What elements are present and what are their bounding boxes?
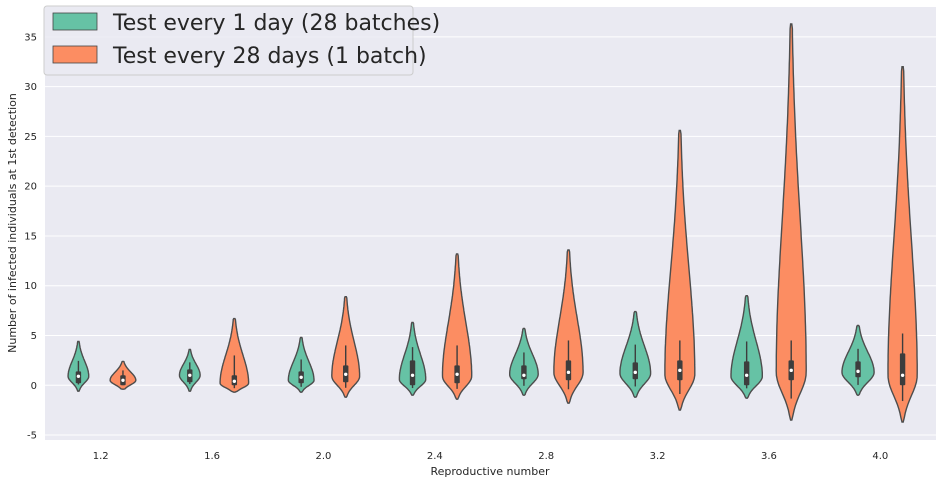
violin-28day-1.2 — [109, 360, 137, 390]
x-tick-label: 4.0 — [872, 451, 888, 462]
legend: Test every 1 day (28 batches) Test every… — [43, 5, 440, 76]
legend-label-daily: Test every 1 day (28 batches) — [112, 11, 440, 36]
violin-daily-3.6 — [730, 295, 763, 399]
legend-swatch-28day — [52, 45, 98, 64]
x-tick-label: 1.6 — [204, 451, 220, 462]
x-tick-label: 2.0 — [315, 451, 331, 462]
violin-median — [633, 370, 637, 375]
x-tick-label: 2.4 — [427, 451, 443, 462]
violin-body — [664, 129, 696, 411]
y-tick-label: 5 — [31, 331, 37, 342]
x-tick-label: 2.8 — [538, 451, 554, 462]
y-tick-label: 10 — [24, 281, 37, 292]
violin-daily-4.0 — [841, 324, 875, 396]
violin-daily-2.4 — [398, 321, 427, 396]
legend-swatch-daily — [52, 12, 98, 31]
violin-daily-2.8 — [509, 327, 539, 396]
y-tick-label: 15 — [24, 231, 37, 242]
violin-daily-1.2 — [67, 340, 90, 392]
legend-box — [43, 5, 414, 76]
violin-median — [232, 379, 237, 383]
y-tick-label: 0 — [31, 381, 37, 392]
x-tick-label: 3.6 — [761, 451, 777, 462]
violin-iqr-box — [743, 361, 750, 386]
violin-median — [522, 373, 526, 377]
violin-median — [188, 373, 192, 377]
violin-28day-1.6 — [219, 317, 250, 393]
violin-28day-3.6 — [775, 23, 807, 421]
violin-28day-2.8 — [553, 249, 584, 404]
violin-median — [455, 372, 459, 377]
violin-median — [566, 370, 571, 375]
violin-daily-2.0 — [287, 336, 315, 393]
x-tick-labels: 1.2 1.6 2.0 2.4 2.8 3.2 3.6 4.0 — [93, 451, 889, 462]
x-axis-label: Reproductive number — [431, 465, 550, 478]
violin-28day-2.0 — [331, 296, 361, 398]
violin-body — [553, 249, 584, 404]
y-tick-label: 20 — [24, 182, 37, 193]
x-tick-label: 1.2 — [93, 451, 109, 462]
violin-28day-3.2 — [664, 129, 696, 411]
violin-iqr-box — [565, 360, 572, 381]
violin-body — [219, 317, 250, 393]
violin-median — [76, 374, 81, 378]
violin-28day-2.4 — [441, 253, 473, 400]
y-axis-label: Number of infected individuals at 1st de… — [6, 93, 19, 353]
violin-groups — [67, 23, 918, 423]
violin-body — [887, 66, 918, 423]
violin-median — [856, 369, 860, 374]
violin-iqr-box — [409, 360, 416, 386]
violin-body — [775, 23, 807, 421]
y-tick-label: 25 — [24, 132, 37, 143]
violin-median — [678, 368, 682, 373]
violin-median — [744, 373, 749, 377]
violin-iqr-box — [855, 361, 861, 378]
violin-iqr-box — [899, 353, 906, 386]
violin-median — [299, 375, 303, 379]
violin-median — [121, 378, 125, 382]
violin-median — [789, 368, 793, 373]
violin-median — [900, 373, 905, 377]
y-tick-label: 35 — [24, 32, 37, 43]
violin-body — [441, 253, 473, 400]
violin-iqr-box — [521, 365, 527, 380]
violin-daily-1.6 — [178, 348, 201, 392]
violin-daily-3.2 — [619, 310, 652, 398]
violin-28day-4.0 — [887, 66, 918, 423]
x-tick-label: 3.2 — [650, 451, 666, 462]
violin-median — [410, 373, 415, 377]
y-tick-label: -5 — [27, 431, 37, 442]
y-tick-label: 30 — [24, 82, 37, 93]
y-tick-labels: -5 0 5 10 15 20 25 30 35 — [24, 32, 37, 441]
legend-label-28day: Test every 28 days (1 batch) — [112, 44, 427, 69]
violin-median — [344, 372, 348, 377]
